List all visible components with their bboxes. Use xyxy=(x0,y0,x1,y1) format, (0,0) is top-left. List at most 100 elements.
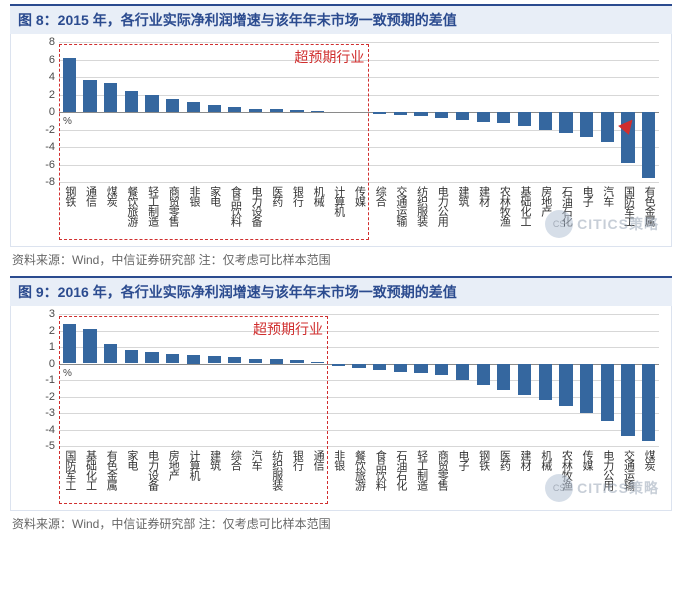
bar-slot: 农林牧渔 xyxy=(493,42,514,182)
bar-slot: 交通运输 xyxy=(390,42,411,182)
bar xyxy=(518,112,531,126)
bar-slot: 电力公用 xyxy=(431,42,452,182)
bar-slot: 非银 xyxy=(328,314,349,446)
category-label: 轻工制造 xyxy=(416,450,427,490)
category-label: 农林牧渔 xyxy=(560,450,571,490)
bar-slot: 汽车 xyxy=(597,42,618,182)
category-label: 交通运输 xyxy=(622,450,633,490)
bar-slot: 建材 xyxy=(473,42,494,182)
bar xyxy=(435,112,448,118)
category-label: 农林牧渔 xyxy=(498,186,509,226)
category-label: 有色金属 xyxy=(643,186,654,226)
bar xyxy=(580,364,593,414)
highlight-label: 超预期行业 xyxy=(294,47,364,67)
panel-title-2016: 图 9：2016 年，各行业实际净利润增速与该年年末市场一致预期的差值 xyxy=(10,276,672,306)
bar-slot: 传媒 xyxy=(576,314,597,446)
page: 图 8：2015 年，各行业实际净利润增速与该年年末市场一致预期的差值 -8-6… xyxy=(0,0,682,603)
category-label: 商贸零售 xyxy=(436,450,447,490)
category-label: 电子 xyxy=(581,186,592,206)
category-label: 综合 xyxy=(374,186,385,206)
category-label: 煤炭 xyxy=(643,450,654,470)
category-label: 建材 xyxy=(478,186,489,206)
category-label: 房地产 xyxy=(540,186,551,216)
bar xyxy=(559,364,572,407)
chart-2016: -5-4-3-2-10123%国防军工基础化工有色金属家电电力设备房地产计算机建… xyxy=(19,314,663,508)
highlight-box: 超预期行业 xyxy=(59,316,328,504)
y-tick-label: 0 xyxy=(19,106,55,118)
bar-slot: 钢铁 xyxy=(473,314,494,446)
category-label: 石油石化 xyxy=(395,450,406,490)
category-label: 石油石化 xyxy=(560,186,571,226)
category-label: 餐饮旅游 xyxy=(353,450,364,490)
highlight-label: 超预期行业 xyxy=(253,319,323,339)
bar xyxy=(539,364,552,400)
bar xyxy=(456,364,469,381)
bar-slot: 建筑 xyxy=(452,42,473,182)
bar-slot: 煤炭 xyxy=(638,314,659,446)
bar-slot: 石油石化 xyxy=(390,314,411,446)
y-tick-label: -4 xyxy=(19,141,55,153)
bar-slot: 综合 xyxy=(369,42,390,182)
y-tick-label: 2 xyxy=(19,89,55,101)
bar-slot: 商贸零售 xyxy=(431,314,452,446)
bar xyxy=(539,112,552,130)
bar-slot: 基础化工 xyxy=(514,42,535,182)
bar xyxy=(414,112,427,116)
category-label: 机械 xyxy=(540,450,551,470)
category-label: 电力公用 xyxy=(436,186,447,226)
bar xyxy=(394,112,407,115)
y-tick-label: -8 xyxy=(19,176,55,188)
category-label: 电子 xyxy=(457,450,468,470)
bar xyxy=(477,112,490,122)
panel-title-2015: 图 8：2015 年，各行业实际净利润增速与该年年末市场一致预期的差值 xyxy=(10,4,672,34)
category-label: 汽车 xyxy=(602,186,613,206)
category-label: 食品饮料 xyxy=(374,450,385,490)
chart-wrap-2015: -8-6-4-202468%钢铁通信煤炭餐饮旅游轻工制造商贸零售非银家电食品饮料… xyxy=(10,34,672,247)
chart-wrap-2016: -5-4-3-2-10123%国防军工基础化工有色金属家电电力设备房地产计算机建… xyxy=(10,306,672,511)
y-tick-label: -2 xyxy=(19,124,55,136)
bar-slot: 餐饮旅游 xyxy=(349,314,370,446)
category-label: 基础化工 xyxy=(519,186,530,226)
y-tick-label: -2 xyxy=(19,391,55,403)
bar-slot: 机械 xyxy=(535,314,556,446)
category-label: 交通运输 xyxy=(395,186,406,226)
panel-2015: 图 8：2015 年，各行业实际净利润增速与该年年末市场一致预期的差值 -8-6… xyxy=(10,4,672,276)
category-label: 纺织服装 xyxy=(416,186,427,226)
bar xyxy=(580,112,593,137)
bar-slot: 农林牧渔 xyxy=(556,314,577,446)
category-label: 建材 xyxy=(519,450,530,470)
y-tick-label: 0 xyxy=(19,358,55,370)
bar-slot: 房地产 xyxy=(535,42,556,182)
bar-slot: 交通运输 xyxy=(618,314,639,446)
highlight-box: 超预期行业 xyxy=(59,44,369,240)
bar-slot: 电子 xyxy=(576,42,597,182)
bar-slot: 食品饮料 xyxy=(369,314,390,446)
bar xyxy=(559,112,572,133)
y-tick-label: 1 xyxy=(19,341,55,353)
bar xyxy=(352,364,365,369)
category-label: 非银 xyxy=(333,450,344,470)
source-line-2015: 资料来源：Wind，中信证券研究部 注：仅考虑可比样本范围 xyxy=(10,247,672,276)
y-tick-label: 6 xyxy=(19,54,55,66)
category-label: 钢铁 xyxy=(478,450,489,470)
bar xyxy=(435,364,448,376)
category-label: 医药 xyxy=(498,450,509,470)
y-tick-label: 2 xyxy=(19,325,55,337)
category-label: 传媒 xyxy=(581,450,592,470)
bar xyxy=(373,112,386,114)
panel-2016: 图 9：2016 年，各行业实际净利润增速与该年年末市场一致预期的差值 -5-4… xyxy=(10,276,672,540)
bar-slot: 有色金属 xyxy=(638,42,659,182)
bar xyxy=(394,364,407,372)
y-tick-label: -3 xyxy=(19,407,55,419)
bar xyxy=(642,364,655,442)
bar xyxy=(518,364,531,395)
bar-slot: 建材 xyxy=(514,314,535,446)
y-tick-label: -1 xyxy=(19,374,55,386)
bar xyxy=(373,364,386,371)
bar xyxy=(414,364,427,374)
category-label: 电力公用 xyxy=(602,450,613,490)
y-tick-label: -4 xyxy=(19,424,55,436)
bar xyxy=(497,112,510,123)
bar-slot: 电子 xyxy=(452,314,473,446)
bar-slot: 电力公用 xyxy=(597,314,618,446)
